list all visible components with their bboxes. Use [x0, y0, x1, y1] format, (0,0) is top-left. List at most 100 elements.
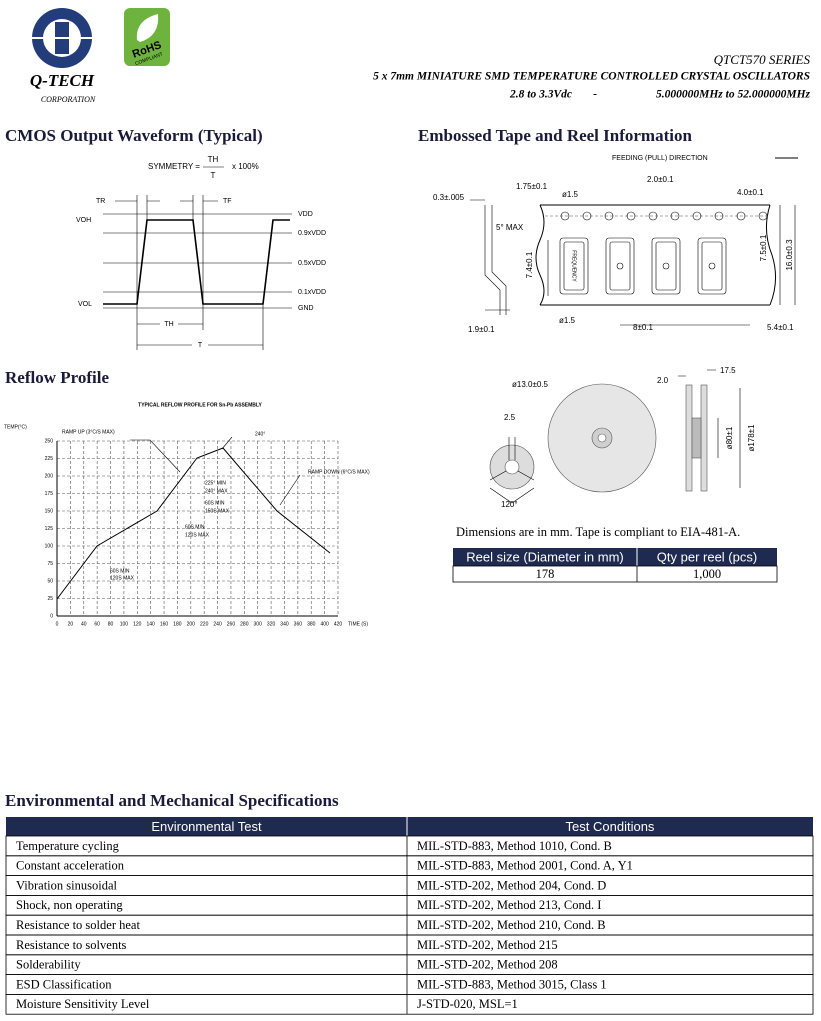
x-tick-label: 40 — [81, 621, 87, 627]
annotation: 60S MIN — [110, 568, 130, 574]
cell: MIL-STD-202, Method 204, Cond. D — [417, 878, 606, 892]
dimension: 2.0 — [657, 376, 669, 385]
series: QTCT570 SERIES — [714, 52, 811, 67]
cell: MIL-STD-883, Method 1010, Cond. B — [417, 839, 612, 853]
header-cell: Test Conditions — [566, 819, 655, 834]
dimension: ø1.5 — [562, 190, 579, 199]
section-title: CMOS Output Waveform (Typical) — [5, 126, 263, 145]
x-tick-label: 220 — [200, 621, 209, 627]
cell: J-STD-020, MSL=1 — [417, 997, 518, 1011]
y-tick-label: 225 — [45, 456, 54, 462]
annotation: 60S MIN — [185, 524, 205, 530]
x-tick-label: 160 — [160, 621, 169, 627]
x-tick-label: 380 — [307, 621, 316, 627]
header-cell: Environmental Test — [151, 819, 262, 834]
x-tick-label: 300 — [254, 621, 263, 627]
dimension: 7.4±0.1 — [525, 251, 534, 278]
cell: Resistance to solvents — [16, 938, 127, 952]
header-cell: Qty per reel (pcs) — [657, 549, 757, 564]
annotation: 225° MIN — [205, 480, 226, 486]
annotation: 120S MAX — [185, 532, 210, 538]
y-tick-label: 125 — [45, 526, 54, 532]
env-table: Environmental Test Test Conditions Tempera… — [5, 817, 814, 1015]
cell: MIL-STD-883, Method 2001, Cond. A, Y1 — [417, 859, 633, 873]
x-tick-label: 360 — [294, 621, 303, 627]
cell: ESD Classification — [16, 977, 112, 991]
y-tick-label: 0 — [50, 613, 53, 619]
annotation: RAMP DOWN (6°C/S MAX) — [308, 469, 370, 475]
chart-title: TYPICAL REFLOW PROFILE FOR Sn-Pb ASSEMBL… — [138, 402, 262, 408]
voh: VOH — [76, 217, 91, 224]
cell: MIL-STD-202, Method 213, Cond. I — [417, 898, 601, 912]
th: TH — [164, 321, 173, 328]
cell: Vibration sinusoidal — [16, 878, 118, 892]
t: T — [198, 342, 203, 349]
x-tick-label: 420 — [334, 621, 343, 627]
cell: Moisture Sensitivity Level — [16, 997, 150, 1011]
symmetry: SYMMETRY = — [148, 162, 200, 171]
row — [5, 954, 814, 975]
level: GND — [298, 305, 314, 312]
section-title: Environmental and Mechanical Specificati… — [5, 791, 339, 810]
x-tick-label: 20 — [68, 621, 74, 627]
x-tick-label: 340 — [280, 621, 289, 627]
x-tick-label: 180 — [173, 621, 182, 627]
dimension: ø1.5 — [559, 316, 576, 325]
x-tick-label: 140 — [146, 621, 155, 627]
table-header — [453, 548, 777, 566]
dimension: 4.0±0.1 — [737, 188, 764, 197]
x-tick-label: 80 — [108, 621, 114, 627]
y-tick-label: 75 — [47, 561, 53, 567]
x-tick-label: 120 — [133, 621, 142, 627]
reflow-grid: 0 25 50 75 100 125 150 175 200 225 250 0 20 40 60 80 100… — [45, 438, 343, 627]
dimension: 17.5 — [720, 366, 736, 375]
section-title: Reflow Profile — [5, 368, 109, 387]
x-tick-label: 280 — [240, 621, 249, 627]
cell: 1,000 — [693, 567, 721, 581]
dimension: 7.5±0.1 — [759, 234, 768, 261]
level: 0.1xVDD — [298, 289, 326, 296]
tape-diagram — [470, 199, 796, 326]
x-tick-label: 60 — [94, 621, 100, 627]
reel-diagram — [489, 369, 741, 504]
cell: MIL-STD-202, Method 210, Cond. B — [417, 918, 606, 932]
header-cell: Reel size (Diameter in mm) — [466, 549, 623, 564]
row — [5, 855, 814, 876]
cell: Resistance to solder heat — [16, 918, 140, 932]
annotation: 240° — [255, 431, 265, 437]
table-header — [6, 817, 813, 836]
company-sub: CORPORATION — [41, 95, 96, 104]
cell: 178 — [536, 567, 555, 581]
x-tick-label: 320 — [267, 621, 276, 627]
dash: - — [593, 89, 597, 101]
row — [5, 895, 814, 916]
dimension: 1.9±0.1 — [468, 325, 495, 334]
dimension: ø178±1 — [747, 424, 756, 452]
y-tick-label: 25 — [47, 596, 53, 602]
y-tick-label: 50 — [47, 578, 53, 584]
voltage: 2.8 to 3.3Vdc — [509, 89, 572, 101]
annotation: RAMP UP (3°C/S MAX) — [62, 429, 115, 435]
section-title: Embossed Tape and Reel Information — [418, 126, 692, 145]
y-tick-label: 200 — [45, 473, 54, 479]
y-label: TEMP(°C) — [4, 424, 27, 430]
factor: x 100% — [232, 162, 259, 171]
row — [452, 565, 778, 583]
numerator: TH — [208, 155, 219, 164]
dimension: 1.75±0.1 — [516, 182, 548, 191]
row — [5, 835, 814, 857]
dimension: 5° MAX — [496, 223, 524, 232]
reel-table: Reel size (Diameter in mm) Qty per reel (… — [452, 548, 778, 583]
note: Dimensions are in mm. Tape is compliant … — [456, 525, 740, 539]
dimension: 2.5 — [504, 413, 516, 422]
marking: FREQUENCY — [571, 250, 577, 282]
level: 0.5xVDD — [298, 260, 326, 267]
row — [5, 974, 814, 995]
annotation: 150S MAX — [205, 508, 230, 514]
cell: Solderability — [16, 958, 81, 972]
row — [5, 994, 814, 1015]
row — [5, 875, 814, 896]
waveform-diagram — [103, 195, 292, 350]
x-tick-label: 200 — [187, 621, 196, 627]
